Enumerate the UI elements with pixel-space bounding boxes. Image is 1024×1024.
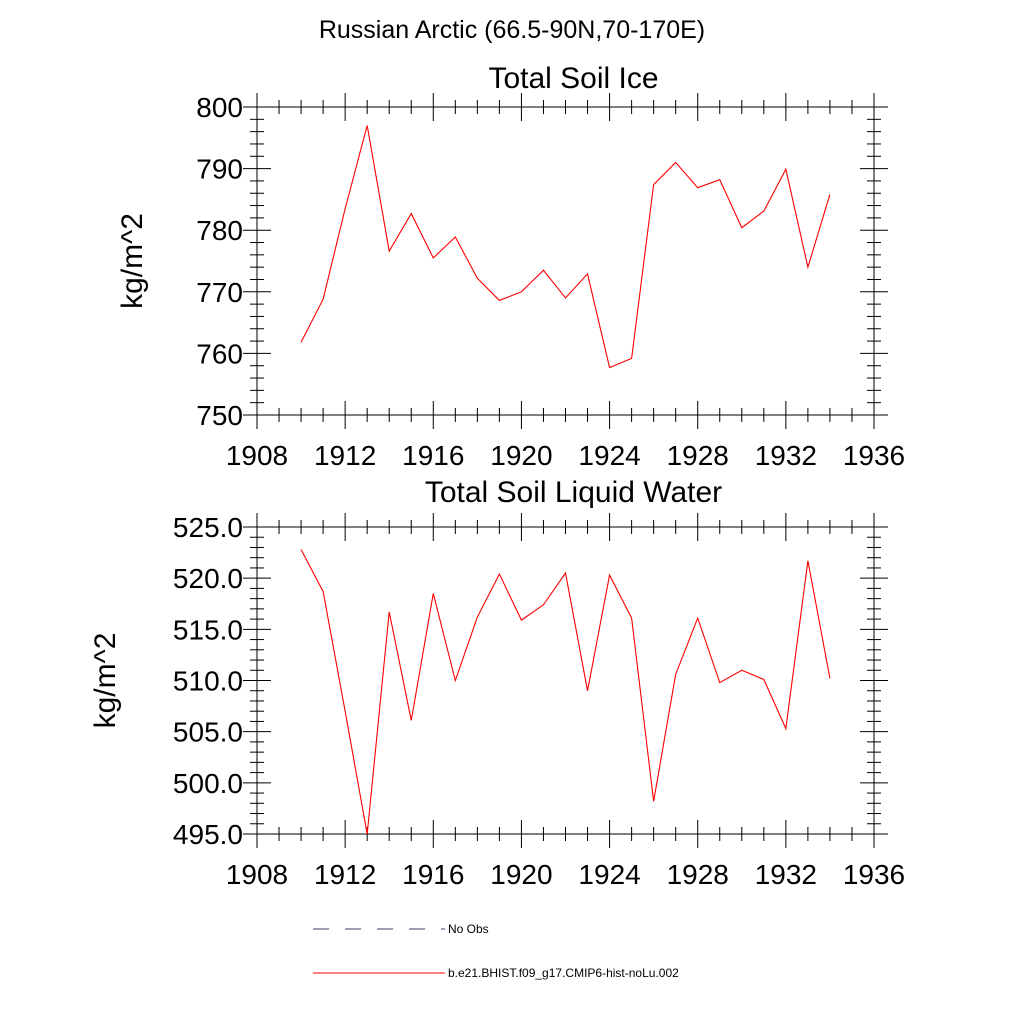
y-tick-label: 500.0	[173, 768, 243, 799]
x-tick-label: 1920	[490, 440, 552, 471]
x-tick-label: 1908	[226, 859, 288, 890]
y-axis-label: kg/m^2	[116, 213, 149, 309]
x-tick-label: 1932	[755, 440, 817, 471]
legend-label-1: b.e21.BHIST.f09_g17.CMIP6-hist-noLu.002	[448, 966, 679, 980]
x-tick-label: 1936	[843, 859, 905, 890]
y-tick-label: 505.0	[173, 717, 243, 748]
y-axis-label: kg/m^2	[89, 633, 122, 729]
x-tick-label: 1928	[667, 440, 729, 471]
y-tick-label: 495.0	[173, 819, 243, 850]
y-tick-label: 525.0	[173, 512, 243, 543]
figure-title: Russian Arctic (66.5-90N,70-170E)	[318, 16, 706, 44]
panel-total-soil-liquid-water: Total Soil Liquid Water kg/m^2 1908 1912 191…	[89, 476, 905, 890]
x-tick-label: 1932	[755, 859, 817, 890]
y-tick-label: 520.0	[173, 563, 243, 594]
y-tick-label: 770	[196, 277, 243, 308]
y-tick-label: 780	[196, 215, 243, 246]
x-tick-label: 1916	[402, 859, 464, 890]
series-line	[300, 549, 831, 835]
x-tick-label: 1916	[402, 440, 464, 471]
x-tick-label: 1924	[578, 859, 640, 890]
y-tick-label: 750	[196, 400, 243, 431]
series-line	[300, 125, 831, 369]
legend: No Obs b.e21.BHIST.f09_g17.CMIP6-hist-noL…	[313, 922, 679, 980]
y-tick-label: 510.0	[173, 666, 243, 697]
y-tick-label: 800	[196, 92, 243, 123]
x-tick-label: 1912	[314, 440, 376, 471]
x-tick-label: 1936	[843, 440, 905, 471]
y-tick-label: 760	[196, 338, 243, 369]
legend-label-0: No Obs	[448, 922, 489, 936]
y-tick-label: 790	[196, 154, 243, 185]
x-tick-label: 1924	[578, 440, 640, 471]
x-tick-label: 1928	[667, 859, 729, 890]
x-tick-label: 1920	[490, 859, 552, 890]
x-tick-label: 1912	[314, 859, 376, 890]
y-tick-label: 515.0	[173, 614, 243, 645]
panel-title: Total Soil Liquid Water	[425, 476, 722, 509]
x-tick-label: 1908	[226, 440, 288, 471]
plot-frame	[256, 106, 875, 416]
panel-total-soil-ice: Total Soil Ice kg/m^2 1908 1912 1916 1920 1924…	[116, 62, 905, 471]
panel-title: Total Soil Ice	[488, 62, 658, 95]
